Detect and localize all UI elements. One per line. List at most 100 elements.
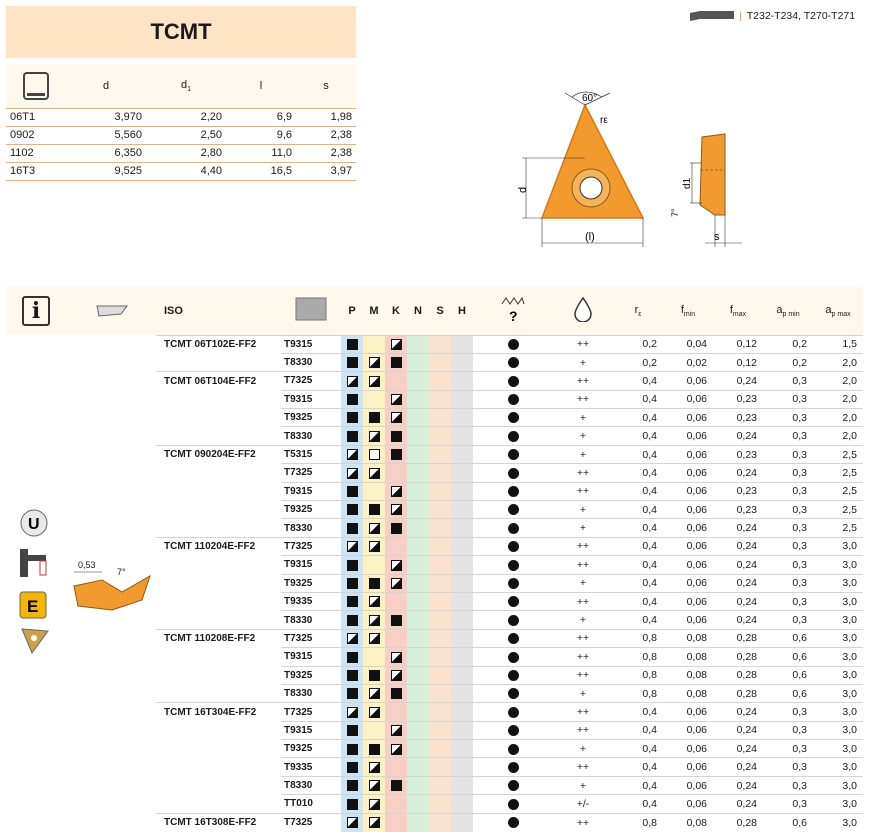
suitability-mark <box>368 798 380 810</box>
d-label: d <box>517 187 529 193</box>
material-cell-s <box>429 647 451 667</box>
material-cell-k <box>385 739 407 758</box>
value-re: 0,4 <box>613 536 663 556</box>
value-fmin: 0,08 <box>663 683 713 703</box>
value-fmax: 0,24 <box>713 775 763 795</box>
suitability-mark <box>368 669 380 681</box>
material-cell-s <box>429 720 451 740</box>
material-cell-k <box>385 536 407 556</box>
operation-dot <box>507 725 519 737</box>
table-row: TCMT 16T304E-FF2 T7325 ++ 0,4 0,06 0,24 0,3 3,0 <box>6 702 863 722</box>
table-row: TCMT 06T102E-FF2 T9315 ++ 0,2 0,04 0,12 0,2 1,5 <box>6 334 863 354</box>
table-row: T9325 +0,4 0,06 0,24 0,3 3,0 <box>6 573 863 593</box>
dims-row: 0902 5,560 2,50 9,6 2,38 <box>6 125 356 144</box>
material-cell-m <box>363 720 385 740</box>
suitability-mark <box>368 449 380 461</box>
value-apmin: 0,3 <box>763 794 813 814</box>
value-apmax: 2,5 <box>813 481 863 501</box>
col-fmin: fmin <box>663 287 713 335</box>
value-fmin: 0,06 <box>663 463 713 483</box>
material-cell-n <box>407 444 429 464</box>
value-apmin: 0,2 <box>763 334 813 354</box>
value-apmax: 3,0 <box>813 555 863 575</box>
material-cell-h <box>451 408 473 427</box>
material-cell-k <box>385 463 407 483</box>
suitability-mark <box>346 596 358 608</box>
coolant-rating: ++ <box>553 647 613 667</box>
coolant-rating: ++ <box>553 555 613 575</box>
material-cell-n <box>407 500 429 519</box>
material-cell-h <box>451 352 473 372</box>
coolant-rating: + <box>553 739 613 758</box>
col-material-h: H <box>451 287 473 335</box>
suitability-mark <box>346 357 358 369</box>
material-cell-s <box>429 555 451 575</box>
coolant-rating: ++ <box>553 720 613 740</box>
value-apmax: 2,0 <box>813 352 863 372</box>
material-cell-p <box>341 463 363 483</box>
coolant-rating: ++ <box>553 591 613 611</box>
value-apmax: 3,0 <box>813 683 863 703</box>
material-cell-m <box>363 500 385 519</box>
value-re: 0,4 <box>613 463 663 483</box>
suitability-mark <box>368 817 380 829</box>
dims-cell: 11,0 <box>226 143 296 162</box>
operation-dot <box>507 706 519 718</box>
value-re: 0,4 <box>613 371 663 391</box>
material-cell-s <box>429 591 451 611</box>
material-cell-k <box>385 334 407 354</box>
value-apmax: 3,0 <box>813 591 863 611</box>
material-cell-k <box>385 408 407 427</box>
table-row: T8330 +0,4 0,06 0,24 0,3 3,0 <box>6 610 863 630</box>
value-apmax: 2,5 <box>813 500 863 519</box>
material-cell-k <box>385 775 407 795</box>
material-cell-h <box>451 794 473 814</box>
table-row: T9315 ++ 0,4 0,06 0,24 0,3 3,0 <box>6 720 863 740</box>
material-cell-m <box>363 352 385 372</box>
value-re: 0,4 <box>613 408 663 427</box>
material-cell-n <box>407 665 429 685</box>
table-row: T9315 ++ 0,4 0,06 0,23 0,3 2,5 <box>6 481 863 501</box>
s-label: s <box>714 231 720 243</box>
value-fmin: 0,06 <box>663 481 713 501</box>
value-fmin: 0,06 <box>663 371 713 391</box>
material-cell-s <box>429 444 451 464</box>
suitability-mark <box>368 522 380 534</box>
material-cell-n <box>407 702 429 722</box>
table-row: TCMT 090204E-FF2 T5315 +0,4 0,06 0,23 0,3 2,5 <box>6 444 863 464</box>
grade-code: T9315 <box>281 720 341 740</box>
material-cell-s <box>429 665 451 685</box>
value-fmax: 0,24 <box>713 555 763 575</box>
dims-cell: 4,40 <box>146 161 226 181</box>
iso-code: TCMT 090204E-FF2 <box>156 444 281 464</box>
material-cell-m <box>363 610 385 630</box>
suitability-mark <box>346 614 358 626</box>
material-cell-n <box>407 481 429 501</box>
iso-code: TCMT 16T308E-FF2 <box>156 812 281 832</box>
material-cell-s <box>429 794 451 814</box>
value-fmin: 0,06 <box>663 591 713 611</box>
material-cell-k <box>385 352 407 372</box>
value-apmin: 0,6 <box>763 812 813 832</box>
material-cell-h <box>451 371 473 391</box>
dims-cell: 1102 <box>6 143 66 162</box>
value-apmax: 3,0 <box>813 573 863 593</box>
dims-row: 1102 6,350 2,80 11,0 2,38 <box>6 143 356 162</box>
coolant-rating: +/- <box>553 794 613 814</box>
suitability-mark <box>346 817 358 829</box>
grade-code: T7325 <box>281 702 341 722</box>
material-cell-s <box>429 739 451 758</box>
material-cell-p <box>341 812 363 832</box>
table-row: T9315 ++ 0,4 0,06 0,24 0,3 3,0 <box>6 555 863 575</box>
iso-code: TCMT 06T104E-FF2 <box>156 371 281 391</box>
operation-dot <box>507 486 519 498</box>
material-cell-s <box>429 500 451 519</box>
material-cell-k <box>385 683 407 703</box>
svg-text:U: U <box>28 516 40 533</box>
material-cell-h <box>451 518 473 538</box>
value-apmax: 2,5 <box>813 518 863 538</box>
coolant-rating: ++ <box>553 702 613 722</box>
suitability-mark <box>368 504 380 516</box>
material-cell-h <box>451 573 473 593</box>
material-cell-p <box>341 739 363 758</box>
